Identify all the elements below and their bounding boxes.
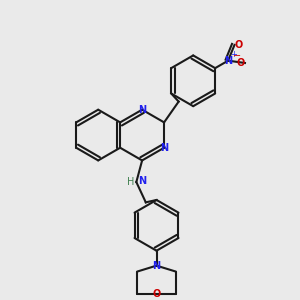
Text: N: N	[138, 176, 146, 186]
Text: O: O	[236, 58, 244, 68]
Text: −: −	[233, 51, 242, 62]
Text: O: O	[235, 40, 243, 50]
Text: +: +	[231, 50, 238, 58]
Text: H: H	[127, 177, 135, 187]
Text: N: N	[224, 56, 232, 66]
Text: O: O	[152, 289, 160, 299]
Text: N: N	[152, 261, 160, 271]
Text: N: N	[138, 105, 146, 115]
Text: N: N	[160, 143, 168, 153]
